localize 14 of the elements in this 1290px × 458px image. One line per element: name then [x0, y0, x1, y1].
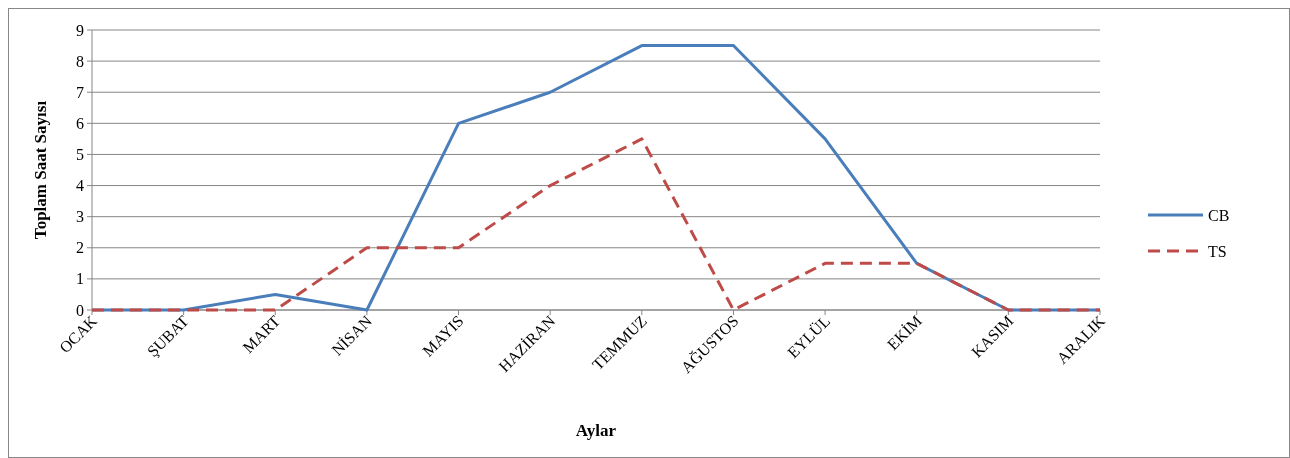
y-tick-label: 5 [76, 146, 84, 164]
legend-label: TS [1208, 242, 1227, 260]
legend-label: CB [1208, 206, 1230, 224]
y-tick-label: 2 [76, 239, 84, 257]
y-tick-label: 0 [76, 301, 84, 319]
y-tick-label: 8 [76, 52, 84, 70]
y-tick-label: 3 [76, 208, 84, 226]
x-axis-title: Aylar [575, 421, 617, 440]
y-tick-label: 6 [76, 114, 84, 132]
y-tick-label: 7 [76, 83, 84, 101]
y-tick-label: 1 [76, 270, 84, 288]
y-tick-label: 9 [76, 21, 84, 39]
y-tick-label: 4 [76, 177, 84, 195]
y-axis-title: Toplam Saat Sayısı [31, 100, 50, 240]
